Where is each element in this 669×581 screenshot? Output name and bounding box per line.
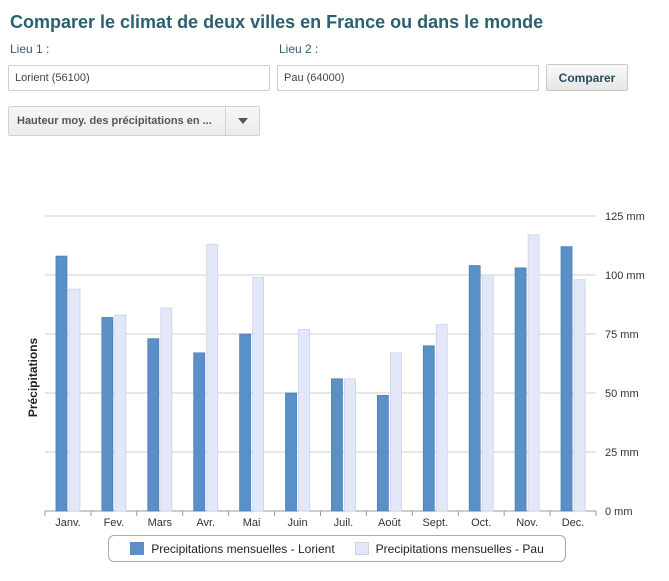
x-tick-label: Janv.	[55, 517, 80, 529]
bar-pau-8	[389, 352, 402, 512]
bar-lorient-2	[101, 317, 114, 512]
legend-item-pau[interactable]: Precipitations mensuelles - Pau	[354, 541, 544, 556]
y-tick-label: 125 mm	[605, 211, 645, 223]
metric-select[interactable]: Hauteur moy. des précipitations en ...	[8, 106, 260, 136]
bar-pau-12	[573, 279, 586, 512]
x-tick-label: Oct.	[471, 517, 491, 529]
bar-pau-11	[527, 234, 540, 512]
bar-pau-4	[206, 243, 219, 512]
legend-label-lorient: Precipitations mensuelles - Lorient	[151, 541, 335, 556]
bar-lorient-3	[147, 338, 160, 512]
bar-lorient-6	[285, 392, 297, 512]
bar-pau-7	[344, 378, 356, 512]
x-tick-label: Avr.	[196, 517, 215, 529]
bar-lorient-7	[331, 378, 343, 512]
chevron-down-icon	[237, 118, 248, 124]
legend-swatch-pau	[354, 542, 369, 555]
metric-select-value: Hauteur moy. des précipitations en ...	[17, 115, 212, 127]
metric-select-toggle[interactable]	[225, 107, 259, 135]
precipitation-chart: 0 mm 25 mm 50 mm 75 mm 100 mm 125 mm Précipita…	[26, 211, 645, 529]
bar-pau-2	[114, 314, 127, 512]
lieu1-label: Lieu 1 :	[10, 42, 50, 56]
bar-pau-3	[160, 307, 173, 512]
bar-pau-1	[68, 288, 81, 512]
x-tick-label: Mars	[148, 517, 173, 529]
x-tick-label: Juil.	[334, 517, 354, 529]
x-tick-label: Juin	[287, 517, 307, 529]
bar-lorient-1	[55, 255, 68, 512]
page-title: Comparer le climat de deux villes en Fra…	[10, 12, 544, 32]
y-tick-label: 0 mm	[605, 506, 633, 518]
bar-pau-5	[252, 276, 265, 512]
chart-legend: Precipitations mensuelles - Lorient Prec…	[108, 535, 566, 562]
bar-lorient-4	[193, 352, 206, 512]
bar-lorient-9	[422, 345, 435, 512]
y-axis-title: Précipitations	[26, 338, 40, 418]
y-tick-label: 100 mm	[605, 270, 645, 282]
x-tick-label: Dec.	[562, 517, 585, 529]
legend-swatch-lorient	[130, 542, 145, 555]
bar-lorient-10	[468, 265, 481, 512]
y-tick-label: 25 mm	[605, 447, 639, 459]
bar-lorient-11	[514, 267, 527, 512]
legend-label-pau: Precipitations mensuelles - Pau	[375, 541, 544, 556]
x-tick-label: Août	[378, 517, 401, 529]
legend-item-lorient[interactable]: Precipitations mensuelles - Lorient	[130, 541, 335, 556]
y-tick-label: 50 mm	[605, 388, 639, 400]
lieu2-input[interactable]	[277, 65, 539, 91]
bar-lorient-12	[560, 246, 573, 512]
y-tick-label: 75 mm	[605, 329, 639, 341]
bar-lorient-5	[239, 333, 252, 512]
bar-pau-6	[298, 328, 310, 512]
lieu2-label: Lieu 2 :	[279, 42, 319, 56]
compare-button[interactable]: Comparer	[546, 64, 628, 91]
x-tick-label: Nov.	[516, 517, 538, 529]
x-tick-label: Mai	[243, 517, 261, 529]
bar-pau-10	[481, 274, 494, 512]
lieu1-input[interactable]	[8, 65, 270, 91]
x-tick-label: Sept.	[422, 517, 448, 529]
x-tick-label: Fev.	[104, 517, 125, 529]
bar-lorient-8	[376, 394, 389, 512]
bar-pau-9	[435, 324, 448, 512]
